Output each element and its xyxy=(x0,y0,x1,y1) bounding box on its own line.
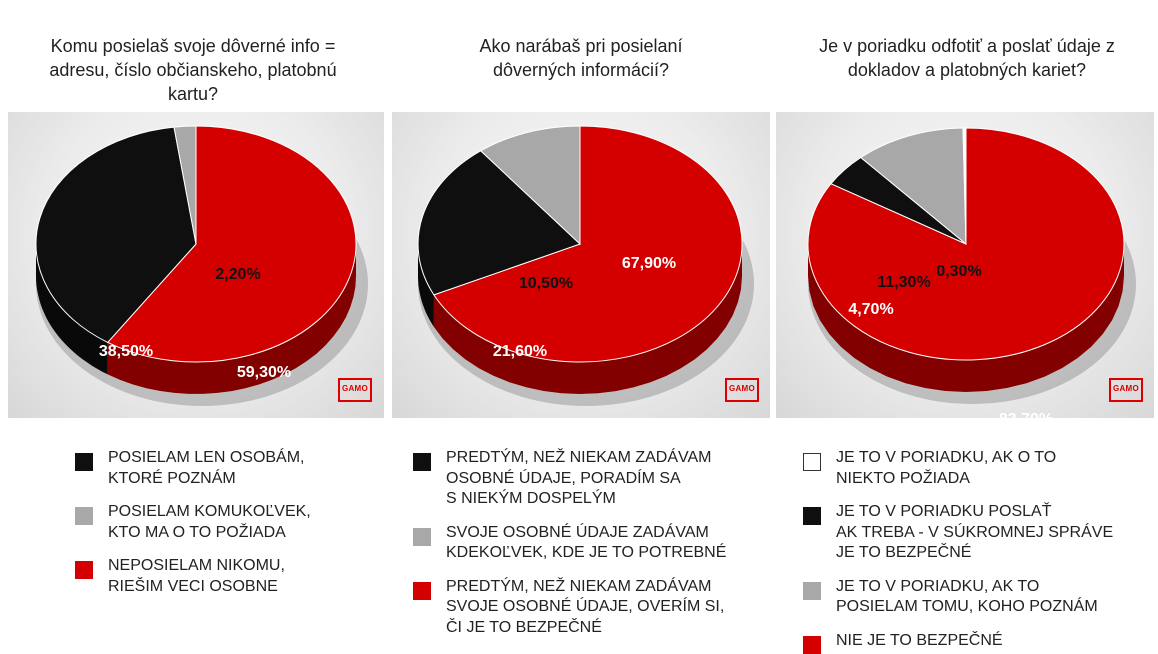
pie-chart-frame: 59,30% 38,50% 2,20% GAMO xyxy=(8,112,384,418)
pie-slice-side xyxy=(107,244,356,394)
pie-value-label: 21,60% xyxy=(493,343,547,360)
legend-label: NIE JE TO BEZPEČNÉ xyxy=(836,631,1003,649)
legend-swatch xyxy=(75,561,93,579)
legend-swatch xyxy=(803,635,821,654)
chart-panel-1: Komu posielaš svoje dôverné info = adres… xyxy=(0,0,384,652)
pie-value-label: 10,50% xyxy=(519,275,573,292)
chart-title: Komu posielaš svoje dôverné info = adres… xyxy=(49,36,337,104)
pie-slice xyxy=(106,125,357,363)
pie-chart: 83,70% 4,70% 11,30% 0,30% xyxy=(807,127,1136,418)
legend-swatch xyxy=(413,527,431,546)
legend-swatch xyxy=(803,581,821,600)
pie-value-label: 0,30% xyxy=(936,263,981,280)
pie-slice-side xyxy=(808,244,1124,392)
gamo-logo: GAMO xyxy=(1109,378,1143,402)
chart-title: Ako narábaš pri posielaní dôverných info… xyxy=(479,36,683,80)
pie-slice xyxy=(962,127,967,245)
legend-swatch xyxy=(413,581,431,600)
legend-swatch xyxy=(803,507,821,525)
pie-slice xyxy=(859,127,967,246)
chart-panel-3: Je v poriadku odfotiť a poslať údaje z d… xyxy=(772,0,1156,654)
logo-text: GAMO xyxy=(1112,384,1140,393)
logo-text: GAMO xyxy=(728,384,756,393)
legend-label: JE TO V PORIADKU POSLAŤ AK TREBA - V SÚK… xyxy=(836,503,1114,561)
gamo-logo: GAMO xyxy=(725,378,759,402)
legend-label: JE TO V PORIADKU, AK TO POSIELAM TOMU, K… xyxy=(836,577,1098,616)
pie-value-label: 59,30% xyxy=(237,364,291,381)
pie-slice xyxy=(417,150,581,296)
pie-value-label: 2,20% xyxy=(215,266,260,283)
legend-label: POSIELAM LEN OSOBÁM, KTORÉ POZNÁM xyxy=(108,449,305,487)
pie-chart: 67,90% 21,60% 10,50% xyxy=(417,125,754,406)
pie-value-label: 67,90% xyxy=(622,255,676,272)
legend-label: SVOJE OSOBNÉ ÚDAJE ZADÁVAM KDEKOĽVEK, KD… xyxy=(446,523,727,562)
pie-chart: 59,30% 38,50% 2,20% xyxy=(35,125,368,406)
legend-label: PREDTÝM, NEŽ NIEKAM ZADÁVAM SVOJE OSOBNÉ… xyxy=(446,577,725,636)
pie-slice-side xyxy=(36,244,108,375)
legend-swatch xyxy=(803,453,821,471)
pie-slice xyxy=(433,125,743,363)
pie-chart-frame: 83,70% 4,70% 11,30% 0,30% GAMO xyxy=(776,112,1154,418)
pie-slice-side xyxy=(418,244,434,327)
legend-swatch xyxy=(75,507,93,525)
pie-slice xyxy=(807,127,1125,361)
legend-swatch xyxy=(75,453,93,471)
gamo-logo: GAMO xyxy=(338,378,372,402)
legend-swatch xyxy=(413,453,431,471)
pie-value-label: 11,30% xyxy=(877,274,930,291)
pie-value-label: 38,50% xyxy=(99,343,153,360)
pie-value-label: 4,70% xyxy=(848,301,893,318)
pie-slice-side xyxy=(433,244,742,394)
legend-label: POSIELAM KOMUKOĽVEK, KTO MA O TO POŽIADA xyxy=(108,503,311,541)
legend-label: NEPOSIELAM NIKOMU, RIEŠIM VECI OSOBNE xyxy=(108,557,285,595)
legend-label: JE TO V PORIADKU, AK O TO NIEKTO POŽIADA xyxy=(836,449,1057,487)
chart-title: Je v poriadku odfotiť a poslať údaje z d… xyxy=(819,36,1115,80)
pie-value-label: 83,70% xyxy=(999,411,1053,418)
pie-slice xyxy=(173,125,197,245)
pie-slice xyxy=(479,125,581,246)
pie-slice xyxy=(35,126,197,344)
chart-panel-2: Ako narábaš pri posielaní dôverných info… xyxy=(386,0,770,652)
legend-label: PREDTÝM, NEŽ NIEKAM ZADÁVAM OSOBNÉ ÚDAJE… xyxy=(446,449,712,507)
pie-chart-frame: 67,90% 21,60% 10,50% GAMO xyxy=(392,112,770,418)
logo-text: GAMO xyxy=(341,384,369,393)
